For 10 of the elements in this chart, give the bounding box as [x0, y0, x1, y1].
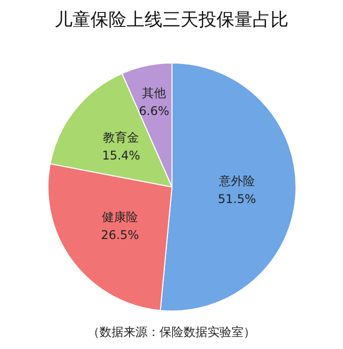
- slice-label: 意外险: [218, 174, 255, 188]
- data-label: 51.5%: [218, 192, 256, 206]
- chart-title: 儿童保险上线三天投保量占比: [54, 10, 288, 30]
- data-label: 15.4%: [102, 148, 140, 163]
- data-label: 26.5%: [100, 228, 140, 242]
- slice-label: 其他: [142, 86, 166, 100]
- slice-label: 健康险: [102, 210, 138, 224]
- data-label: 6.6%: [138, 104, 170, 118]
- slice-label: 教育金: [103, 130, 140, 145]
- text: （数据来源：保险数据实验室）: [88, 325, 256, 339]
